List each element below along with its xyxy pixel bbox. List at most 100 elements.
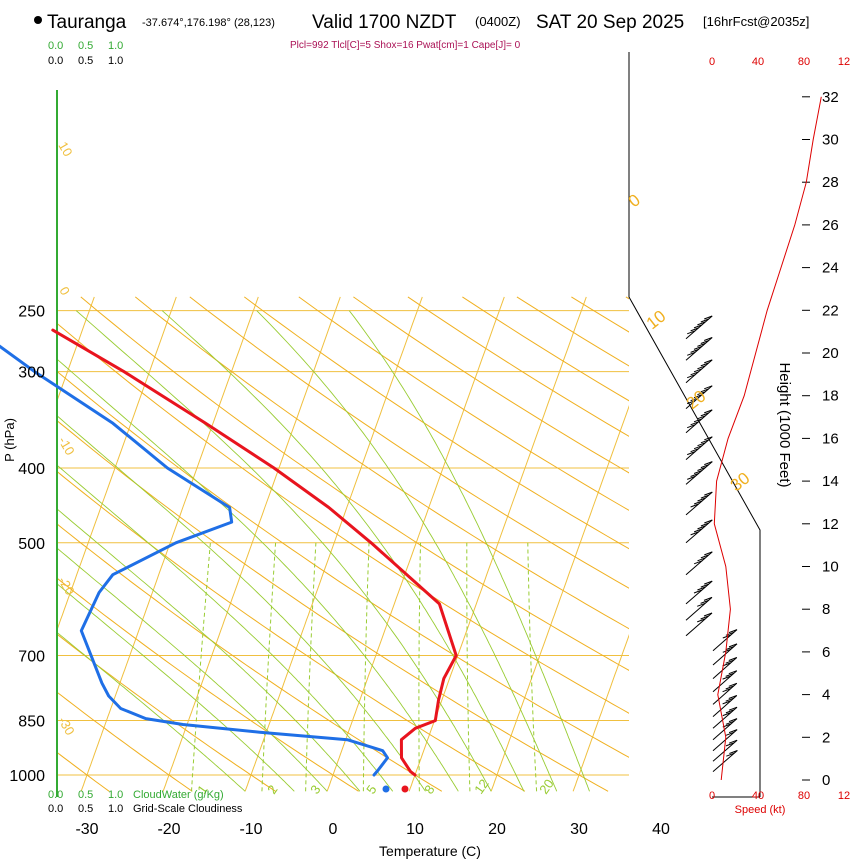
isotherm-line xyxy=(57,296,95,403)
height-tick-label: 4 xyxy=(822,687,830,704)
wind-barb-feather xyxy=(722,648,731,653)
wind-barb-feather xyxy=(704,436,713,441)
wind-barb-feather xyxy=(697,365,706,370)
wind-barb-feather xyxy=(722,712,731,717)
wind-barb-feather xyxy=(704,551,713,556)
top-cw-05: 0.5 xyxy=(78,40,93,52)
moist-adiabat-line xyxy=(161,310,525,792)
wind-barb-feather xyxy=(693,470,703,474)
wind-barb-feather xyxy=(700,615,709,620)
bot-cl-0: 0.0 xyxy=(48,803,63,815)
isotherm-label: -30 xyxy=(55,714,77,738)
height-tick-label: 26 xyxy=(822,217,839,234)
wind-barb-feather xyxy=(728,670,737,675)
wind-barb-feather xyxy=(704,315,713,320)
wind-barb-feather xyxy=(697,586,706,591)
dry-adiabat-line xyxy=(681,297,850,791)
wind-barb-feather xyxy=(722,688,731,693)
wind-barb-feather xyxy=(725,646,735,651)
wind-barb xyxy=(685,461,713,485)
wind-barb-feather xyxy=(690,448,699,453)
wind-barb-feather xyxy=(693,324,703,329)
height-tick-label: 10 xyxy=(822,559,839,576)
wind-barb-feather xyxy=(697,342,706,347)
height-tick-label: 28 xyxy=(822,174,839,191)
height-tick-label: 12 xyxy=(822,516,839,533)
wind-barb-feather xyxy=(722,662,731,667)
wind-panel xyxy=(628,52,761,798)
isotherm-line xyxy=(326,296,505,792)
height-tick-label: 16 xyxy=(822,430,839,447)
dry-adiabat-line xyxy=(571,296,629,333)
wind-barb-feather xyxy=(700,583,709,588)
wind-barb-feather xyxy=(728,657,737,661)
surface-temperature-marker xyxy=(401,785,409,793)
height-tick-label: 24 xyxy=(822,260,839,277)
location-coords: -37.674°,176.198° (28,123) xyxy=(142,17,275,29)
speed-bot-120: 12 xyxy=(838,790,850,802)
y-axis-title: P (hPa) xyxy=(2,418,17,462)
dry-adiabat-line xyxy=(790,297,850,791)
moist-adiabat-line xyxy=(57,358,459,792)
mixing-ratio-line xyxy=(362,542,370,792)
wind-barb-feather xyxy=(725,720,735,725)
temperature-tick-label: 30 xyxy=(570,821,588,838)
wind-barb-feather xyxy=(687,330,696,335)
sounding-indices: Plcl=992 Tlcl[C]=5 Shox=16 Pwat[cm]=1 Ca… xyxy=(290,40,521,51)
wind-barb xyxy=(685,491,713,516)
dry-adiabat-label: 0 xyxy=(625,190,644,211)
isotherm-line xyxy=(572,634,629,792)
cloudwater-label: CloudWater (g/Kg) xyxy=(133,789,224,801)
height-tick-label: 0 xyxy=(822,772,830,789)
wind-barb xyxy=(685,359,713,384)
wind-barb-feather xyxy=(687,475,696,480)
isotherm-label: 0 xyxy=(56,284,73,298)
height-tick-label: 6 xyxy=(822,644,830,661)
wind-barb-feather xyxy=(728,718,738,723)
wind-barb-feather xyxy=(693,345,703,350)
pressure-tick-label: 400 xyxy=(18,461,45,478)
speed-top-120: 12 xyxy=(838,56,850,68)
wind-barb-feather xyxy=(697,391,706,396)
temperature-tick-label: 20 xyxy=(488,821,506,838)
wind-barb-feather xyxy=(697,525,706,530)
wind-barb-feather xyxy=(697,602,706,607)
wind-barb-feather xyxy=(728,682,737,687)
moist-adiabat-line xyxy=(75,310,492,792)
wind-barb xyxy=(685,436,713,460)
isotherm-label: 10 xyxy=(55,139,75,159)
location-bullet-icon xyxy=(34,16,42,24)
wind-barb xyxy=(685,315,713,340)
wind-barb-feather xyxy=(690,348,699,353)
wind-barb-feather xyxy=(697,497,706,502)
temperature-tick-label: -20 xyxy=(157,821,180,838)
dry-adiabat-line xyxy=(244,296,629,550)
wind-barb-feather xyxy=(704,519,713,524)
wind-barb xyxy=(685,551,713,576)
dry-adiabat-line xyxy=(57,470,526,792)
wind-barb xyxy=(685,596,713,621)
wind-barb-feather xyxy=(725,731,735,736)
moist-adiabat-line xyxy=(57,415,426,792)
wind-barb xyxy=(685,409,713,434)
dry-adiabat-line xyxy=(57,322,629,714)
height-axis-title: Height (1000 Feet) xyxy=(776,362,793,487)
wind-barb-feather xyxy=(690,397,699,402)
wind-barb-feather xyxy=(697,321,706,326)
wind-barb xyxy=(685,337,713,361)
height-tick-label: 22 xyxy=(822,302,839,319)
wind-barb-feather xyxy=(729,750,738,754)
wind-barb-feather xyxy=(697,557,706,562)
wind-barb-feather xyxy=(687,400,696,405)
cloudiness-label: Grid-Scale Cloudiness xyxy=(133,803,243,815)
temperature-tick-label: 0 xyxy=(329,821,338,838)
height-tick-label: 2 xyxy=(822,729,830,746)
wind-barb-feather xyxy=(700,439,710,444)
wind-barb xyxy=(712,695,738,717)
wind-barb-feather xyxy=(704,337,713,341)
wind-barb-feather xyxy=(687,424,696,429)
wind-barb-feather xyxy=(700,362,709,367)
mixing-ratio-line xyxy=(418,542,421,792)
